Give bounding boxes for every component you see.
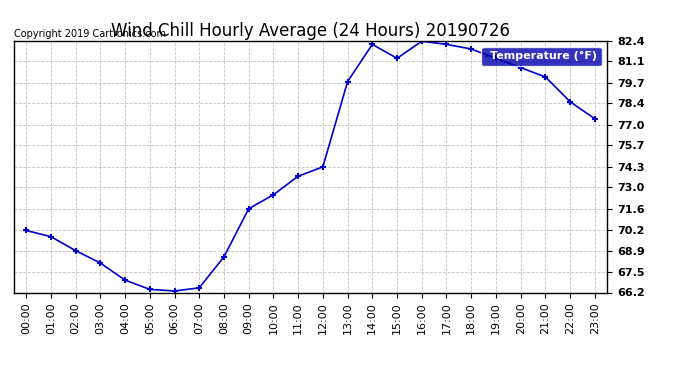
Text: Copyright 2019 Cartronics.com: Copyright 2019 Cartronics.com: [14, 29, 166, 39]
Legend: Temperature (°F): Temperature (°F): [482, 47, 602, 66]
Title: Wind Chill Hourly Average (24 Hours) 20190726: Wind Chill Hourly Average (24 Hours) 201…: [111, 22, 510, 40]
